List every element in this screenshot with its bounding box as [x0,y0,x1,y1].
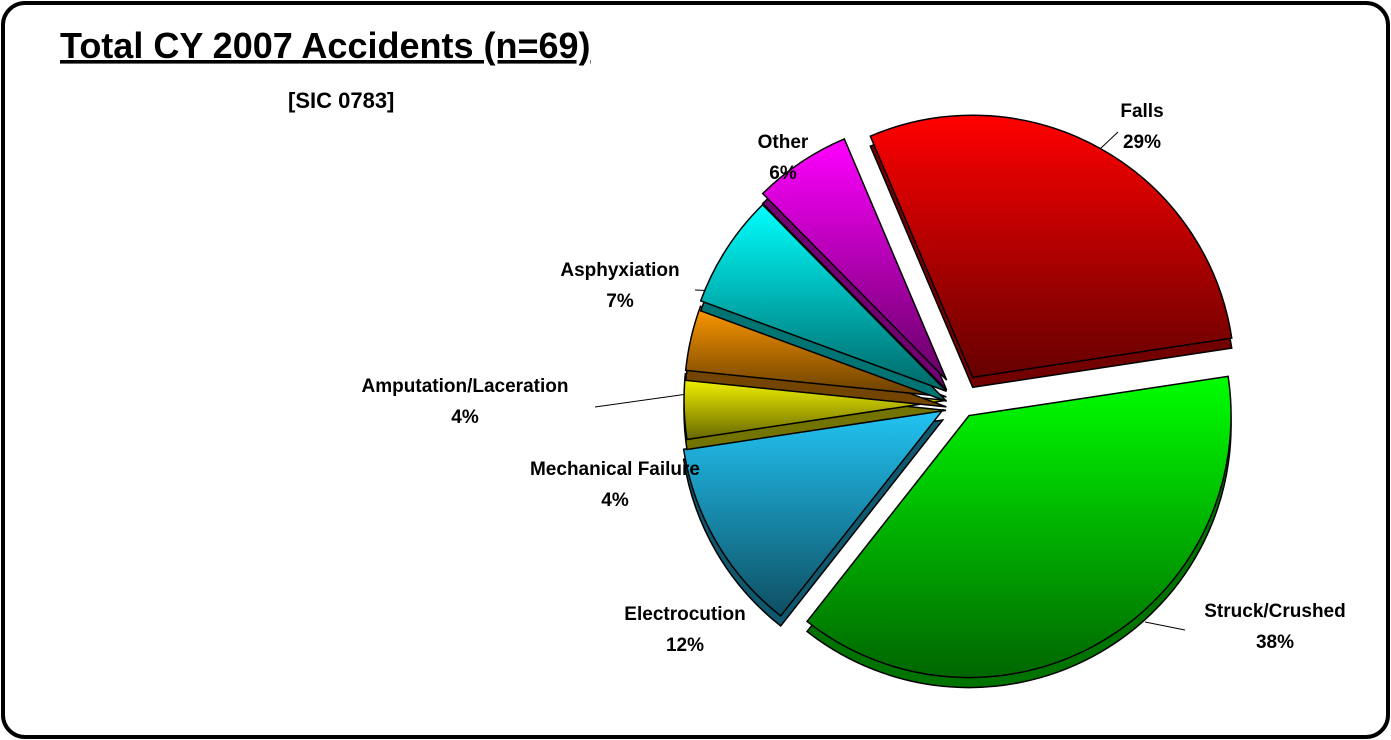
slice-value-label: 4% [601,490,629,511]
slice-label: Mechanical Failure [530,459,700,480]
slice-label: Falls [1120,101,1163,122]
chart-subtitle: [SIC 0783] [288,88,394,113]
slice-label: Electrocution [624,604,745,625]
slice-label: Struck/Crushed [1204,601,1345,622]
slice-value-label: 29% [1123,132,1161,153]
slice-value-label: 4% [451,407,479,428]
slice-value-label: 38% [1256,632,1294,653]
slice-label: Asphyxiation [560,260,679,281]
chart-title: Total CY 2007 Accidents (n=69) [60,25,591,66]
slice-label: Other [758,132,809,153]
slice-label: Amputation/Laceration [362,376,569,397]
slice-value-label: 6% [769,163,797,184]
slice-value-label: 7% [606,291,634,312]
slice-value-label: 12% [666,635,704,656]
